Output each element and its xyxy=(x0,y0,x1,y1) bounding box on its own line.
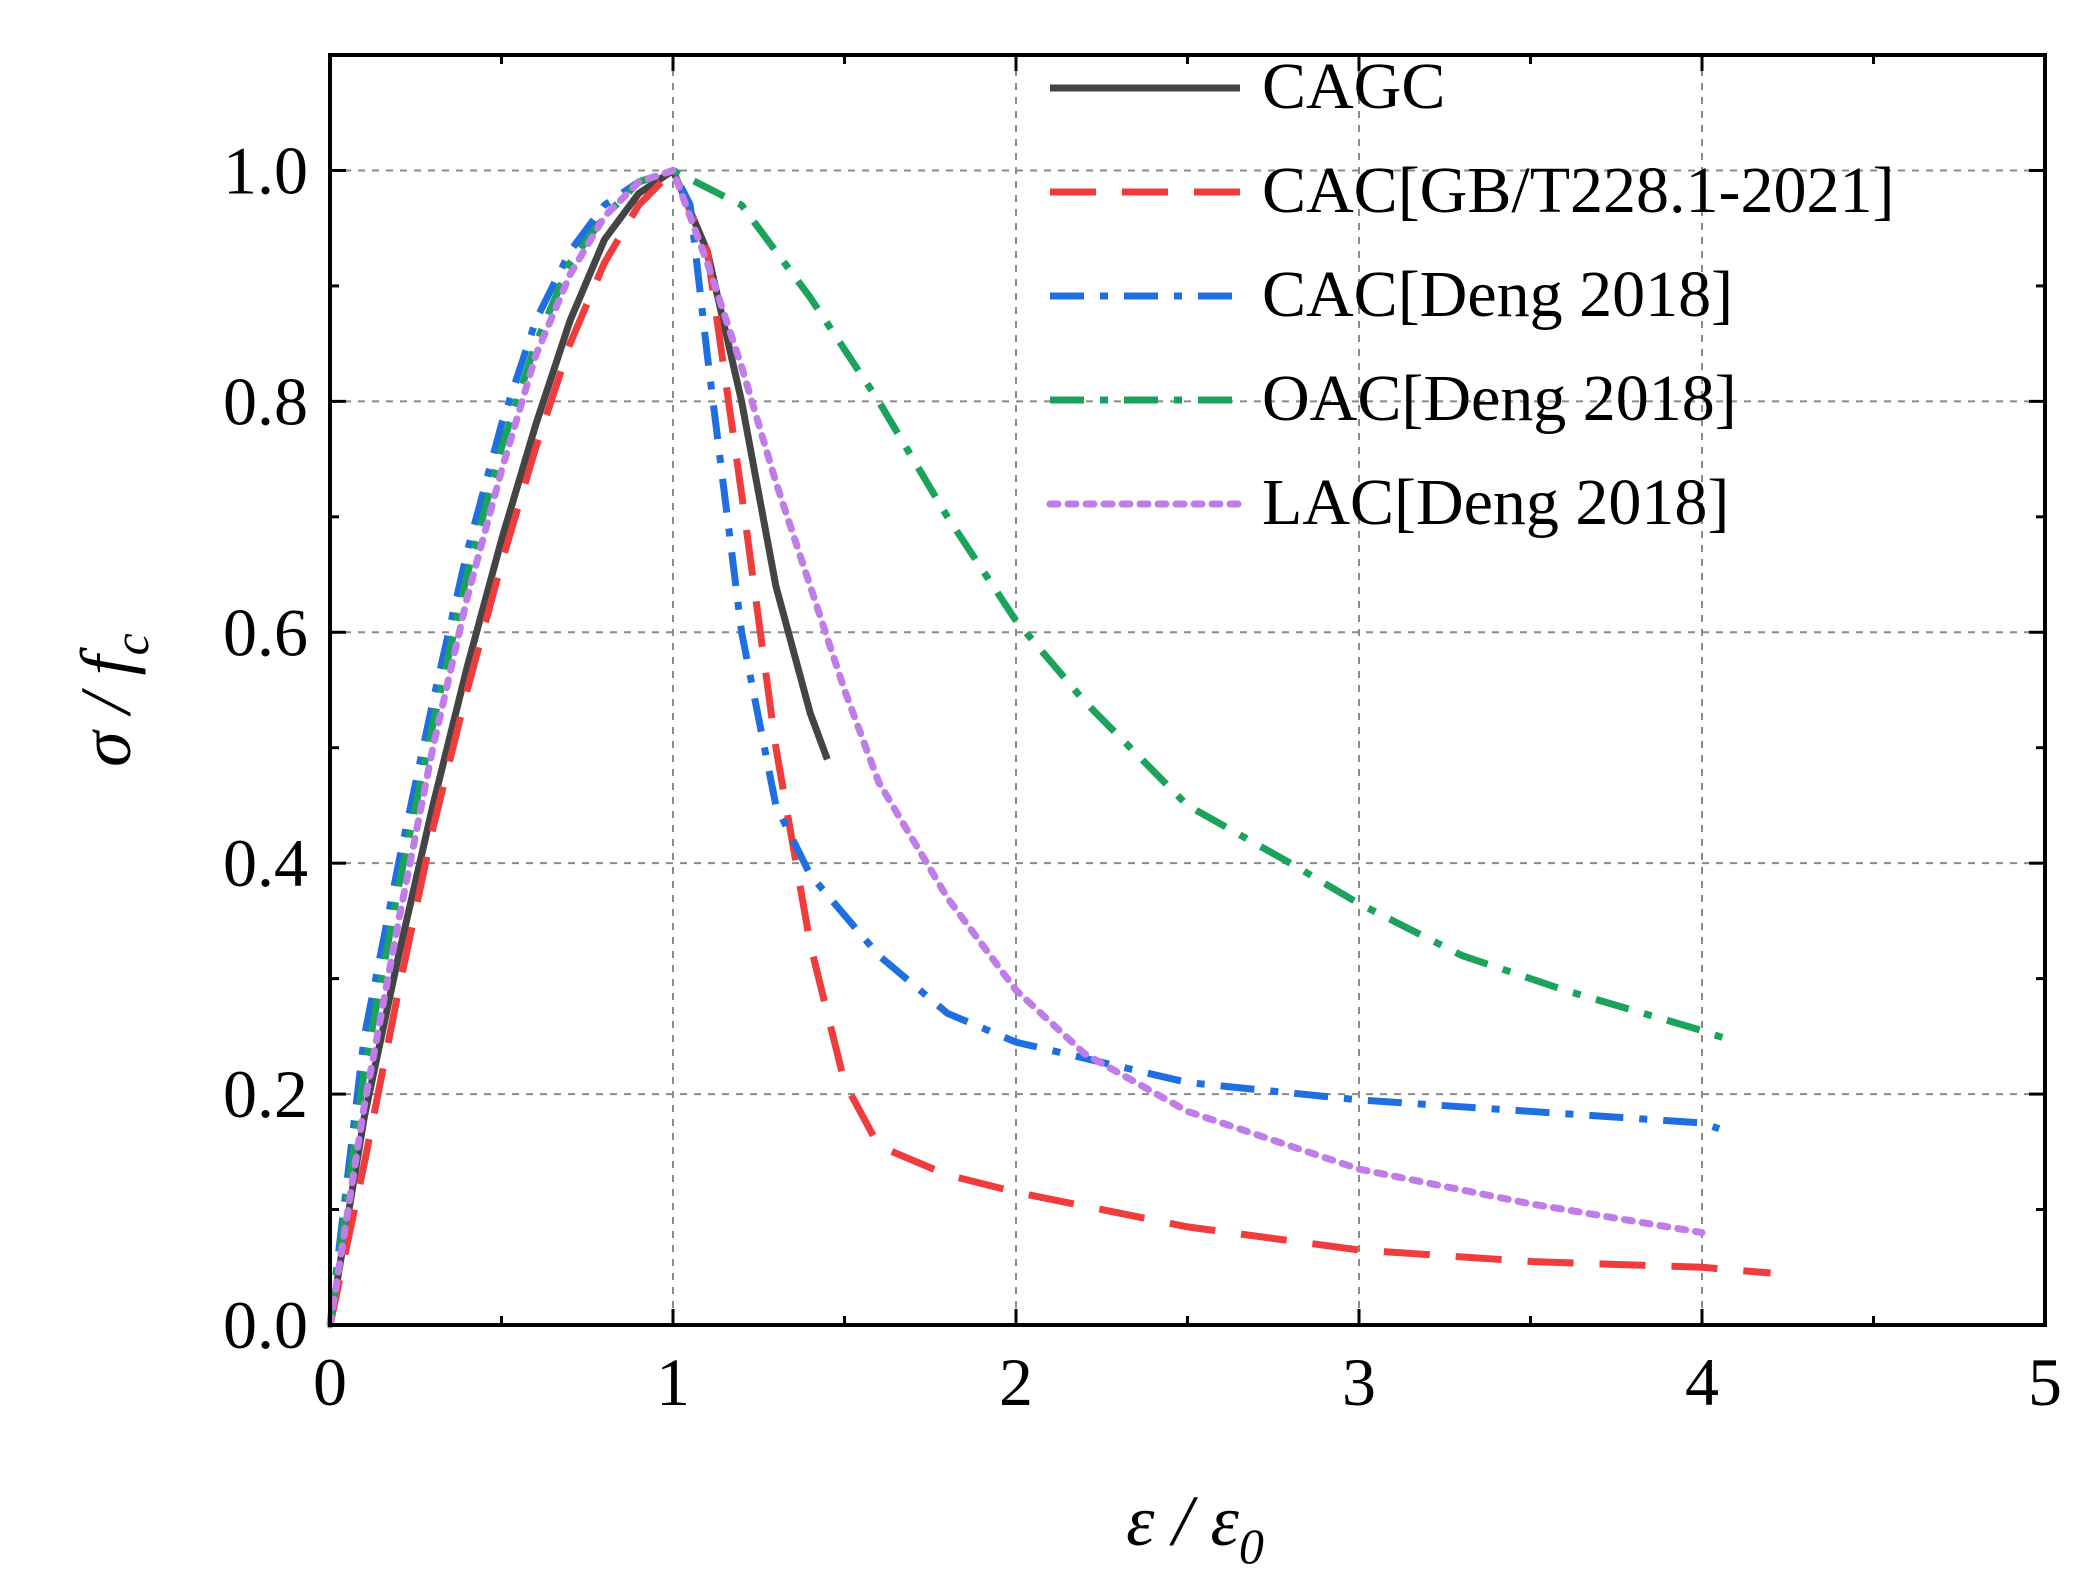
y-tick-label: 0.4 xyxy=(223,825,308,901)
x-tick-label: 1 xyxy=(656,1344,690,1420)
x-tick-label: 0 xyxy=(313,1344,347,1420)
grid-layer xyxy=(330,55,2045,1325)
x-tick-label: 5 xyxy=(2028,1344,2062,1420)
legend-label-2: CAC[Deng 2018] xyxy=(1262,258,1733,331)
legend-label-3: OAC[Deng 2018] xyxy=(1262,362,1737,435)
legend-label-4: LAC[Deng 2018] xyxy=(1262,466,1729,539)
series-line-1 xyxy=(326,167,1771,1326)
legend-label-0: CAGC xyxy=(1262,50,1445,123)
y-tick-label: 0.0 xyxy=(223,1287,308,1363)
tick-layer xyxy=(328,53,2047,1327)
y-axis-title-subscript: c xyxy=(103,633,159,655)
x-axis-title-subscript: 0 xyxy=(1239,1518,1264,1574)
y-tick-label: 0.8 xyxy=(223,363,308,439)
series-line-4 xyxy=(326,167,1706,1329)
x-tick-label: 3 xyxy=(1342,1344,1376,1420)
label-layer: 0 1 2 3 4 5 0.0 0.2 0.4 0.6 0.8 1.0 xyxy=(223,132,2062,1420)
y-tick-label: 0.2 xyxy=(223,1056,308,1132)
x-tick-label: 2 xyxy=(999,1344,1033,1420)
series-line-0 xyxy=(326,167,831,1326)
y-tick-label: 0.6 xyxy=(223,594,308,670)
legend-label-1: CAC[GB/T228.1-2021] xyxy=(1262,154,1894,227)
x-axis-title: ε / ε0 xyxy=(1126,1481,1264,1574)
y-axis-title: σ / fc xyxy=(66,633,159,767)
legend: CAGC CAC[GB/T228.1-2021] CAC[Deng 2018] OAC… xyxy=(1046,50,1894,539)
x-tick-label: 4 xyxy=(1685,1344,1719,1420)
y-tick-label: 1.0 xyxy=(223,132,308,208)
series-line-2 xyxy=(326,167,1721,1326)
series-layer xyxy=(326,167,1771,1329)
